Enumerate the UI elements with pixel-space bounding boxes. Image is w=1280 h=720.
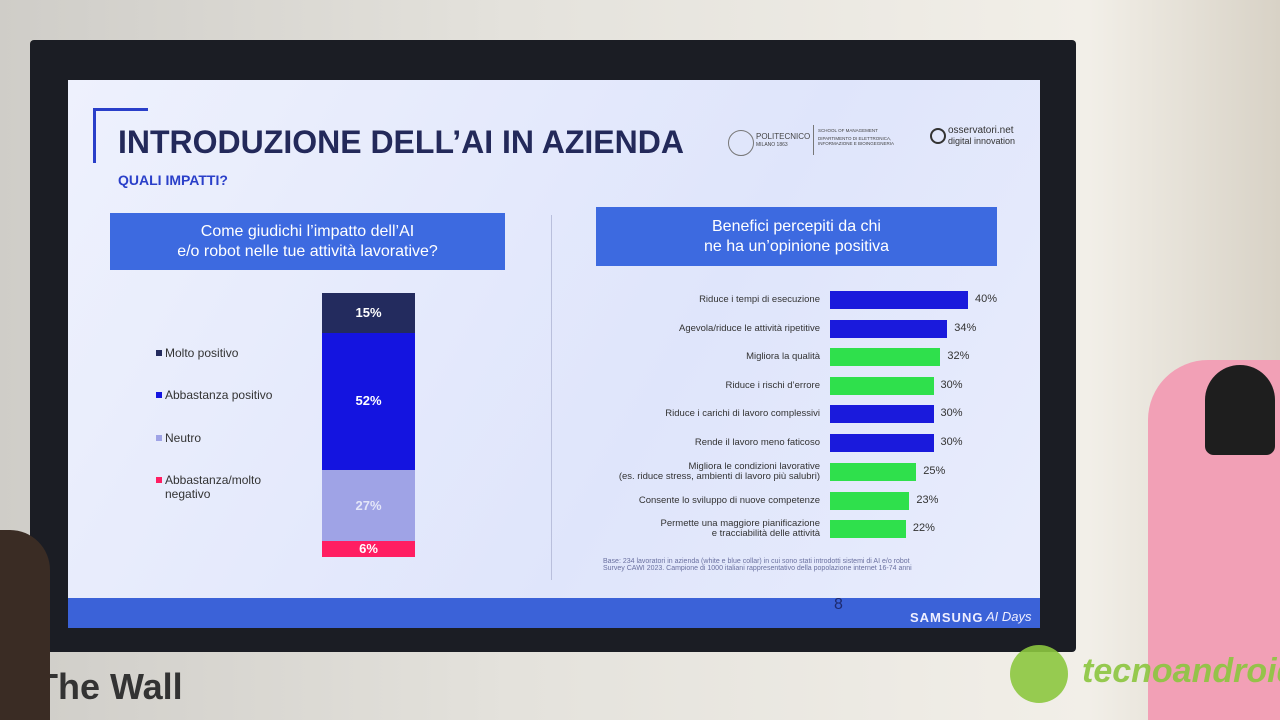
- event: AI Days: [986, 609, 1032, 624]
- chart-title: Benefici percepiti da chi ne ha un’opini…: [596, 207, 997, 266]
- bar: [830, 434, 934, 452]
- value-label: 52%: [355, 393, 382, 409]
- slide-subtitle: QUALI IMPATTI?: [118, 172, 228, 188]
- slide-title: INTRODUZIONE DELL’AI IN AZIENDA: [118, 124, 684, 160]
- legend-marker: [156, 392, 162, 398]
- divider: [551, 215, 552, 580]
- title-accent: [93, 108, 148, 163]
- value-label: 22%: [912, 522, 935, 534]
- page-number: 8: [834, 596, 843, 613]
- legend-marker: [156, 350, 162, 356]
- observatory-sub: digital innovation: [948, 136, 1016, 146]
- value-label: 30%: [940, 407, 963, 419]
- bar: [830, 463, 917, 481]
- category-label: Migliora la qualità: [746, 351, 820, 362]
- category-label: Rende il lavoro meno faticoso: [694, 437, 820, 448]
- brand: SAMSUNG: [910, 610, 984, 625]
- bar: [830, 320, 948, 338]
- value-label: 25%: [923, 465, 946, 477]
- presenter-hair: [1205, 365, 1275, 455]
- observatory-name: osservatori.net: [948, 125, 1014, 136]
- bar: [830, 377, 934, 395]
- category-label: Consente lo sviluppo di nuove competenze: [638, 495, 820, 506]
- chart-title: Come giudichi l’impatto dell’AI e/o robo…: [110, 213, 505, 270]
- bar-segment: [322, 541, 415, 557]
- bar: [830, 492, 910, 510]
- chart-hbar: Riduce i tempi di esecuzione 40% Agevola/r…: [68, 80, 1040, 628]
- university-logo: [728, 130, 754, 156]
- category-label: Agevola/riduce le attività ripetitive: [679, 323, 820, 334]
- value-label: 40%: [975, 293, 998, 305]
- value-label: 30%: [940, 379, 963, 391]
- legend-marker: [156, 477, 162, 483]
- school-name: SCHOOL OF MANAGEMENT: [818, 128, 878, 133]
- bar: [830, 405, 934, 423]
- category-label: Migliora le condizioni lavorative (es. r…: [618, 461, 820, 482]
- bar: [830, 520, 906, 538]
- footnote: Base: 234 lavoratori in azienda (white e…: [603, 558, 912, 572]
- bar-segment: [322, 469, 415, 542]
- bar: [830, 291, 968, 309]
- logo-divider: [813, 125, 814, 155]
- legend-label: Molto positivo: [165, 346, 239, 360]
- value-label: 27%: [355, 497, 382, 513]
- bar-segment: [322, 293, 415, 333]
- bar-segment: [322, 332, 415, 470]
- value-label: 6%: [359, 541, 378, 557]
- slide: INTRODUZIONE DELL’AI IN AZIENDA QUALI IM…: [68, 80, 1040, 628]
- category-label: Riduce i rischi d’errore: [725, 380, 820, 391]
- value-label: 15%: [355, 304, 382, 320]
- watermark: tecnoandroid: [1082, 652, 1280, 690]
- value-label: 32%: [947, 350, 970, 362]
- category-label: Riduce i tempi di esecuzione: [699, 294, 820, 305]
- legend-label: Abbastanza/molto negativo: [165, 473, 262, 501]
- chart-stacked: 6% 27% 52% 15% Molto positivo Abbastanza posi…: [68, 80, 1040, 628]
- category-label: Permette una maggiore pianificazione e t…: [660, 518, 820, 539]
- audience-head: [0, 530, 50, 720]
- observatory-logo: [930, 128, 946, 144]
- screen-label: The Wall: [36, 666, 183, 707]
- watermark-icon: [1010, 645, 1068, 703]
- legend-label: Neutro: [165, 431, 202, 445]
- value-label: 23%: [916, 494, 939, 506]
- bar: [830, 348, 941, 366]
- legend-label: Abbastanza positivo: [165, 388, 273, 402]
- category-label: Riduce i carichi di lavoro complessivi: [665, 408, 820, 419]
- value-label: 34%: [954, 322, 977, 334]
- university-name: POLITECNICO: [756, 132, 811, 141]
- department-name: DIPARTIMENTO DI ELETTRONICA, INFORMAZION…: [818, 136, 895, 146]
- value-label: 30%: [940, 436, 963, 448]
- footer-band: [68, 598, 1040, 628]
- legend-marker: [156, 435, 162, 441]
- university-sub: MILANO 1863: [756, 142, 788, 148]
